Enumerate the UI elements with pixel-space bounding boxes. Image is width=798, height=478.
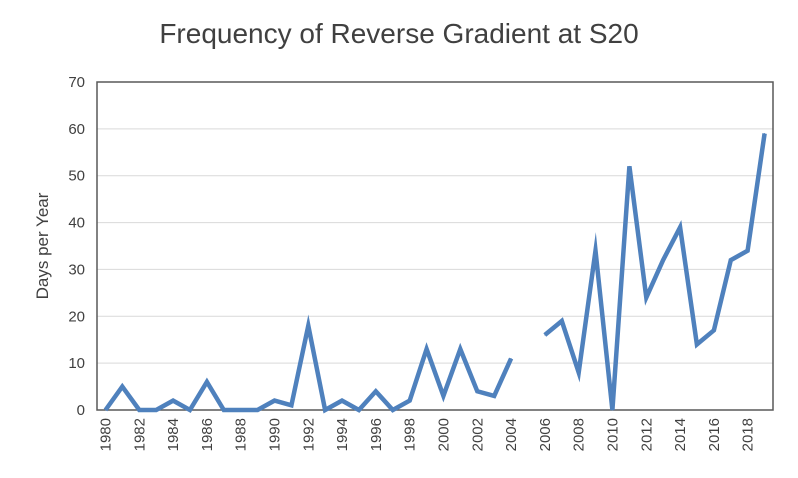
data-point-2013 bbox=[662, 259, 664, 261]
x-tick-label: 2010 bbox=[604, 418, 621, 451]
y-tick-label: 70 bbox=[68, 74, 85, 91]
y-tick-label: 60 bbox=[68, 121, 85, 138]
data-point-1981 bbox=[121, 386, 123, 388]
x-tick-label: 1992 bbox=[300, 418, 317, 451]
data-point-2004 bbox=[510, 357, 512, 359]
x-tick-label: 2018 bbox=[740, 418, 757, 451]
y-tick-label: 30 bbox=[68, 261, 85, 278]
x-tick-label: 2014 bbox=[672, 418, 689, 451]
x-tick-label: 1996 bbox=[368, 418, 385, 451]
x-tick-label: 1986 bbox=[199, 418, 216, 451]
y-axis-title: Days per Year bbox=[33, 192, 52, 299]
x-tick-label: 2004 bbox=[503, 418, 520, 451]
x-tick-label: 2012 bbox=[638, 418, 655, 451]
data-point-2002 bbox=[476, 390, 478, 392]
gridlines bbox=[97, 128, 773, 364]
x-tick-label: 1998 bbox=[402, 418, 419, 451]
x-tick-label: 1994 bbox=[334, 418, 351, 451]
data-point-1980 bbox=[104, 409, 106, 411]
data-point-2010 bbox=[611, 409, 613, 411]
y-tick-label: 50 bbox=[68, 168, 85, 185]
y-tick-label: 20 bbox=[68, 308, 85, 325]
x-tick-label: 1980 bbox=[97, 418, 114, 451]
data-point-1983 bbox=[155, 409, 157, 411]
chart-title: Frequency of Reverse Gradient at S20 bbox=[159, 18, 639, 49]
data-point-2018 bbox=[747, 250, 749, 252]
data-point-2016 bbox=[713, 329, 715, 331]
data-point-2019 bbox=[764, 133, 766, 135]
data-point-1986 bbox=[206, 381, 208, 383]
data-point-1996 bbox=[375, 390, 377, 392]
data-point-1984 bbox=[172, 400, 174, 402]
series-line-segment-2 bbox=[543, 133, 767, 411]
data-point-2008 bbox=[578, 372, 580, 374]
data-point-2014 bbox=[679, 226, 681, 228]
data-point-2003 bbox=[493, 395, 495, 397]
data-point-2001 bbox=[459, 348, 461, 350]
data-point-1994 bbox=[341, 400, 343, 402]
data-point-2015 bbox=[696, 343, 698, 345]
data-point-1993 bbox=[324, 409, 326, 411]
x-tick-label: 2002 bbox=[469, 418, 486, 451]
series-line-segment-1 bbox=[103, 314, 514, 414]
y-tick-label: 0 bbox=[77, 402, 85, 419]
x-tick-label: 1982 bbox=[131, 418, 148, 451]
data-point-2011 bbox=[628, 165, 630, 167]
data-point-1988 bbox=[240, 409, 242, 411]
data-point-1989 bbox=[257, 409, 259, 411]
data-point-1995 bbox=[358, 409, 360, 411]
data-point-2012 bbox=[645, 297, 647, 299]
data-point-2000 bbox=[442, 395, 444, 397]
x-tick-label: 1988 bbox=[233, 418, 250, 451]
x-tick-label: 1984 bbox=[165, 418, 182, 451]
data-point-2017 bbox=[730, 259, 732, 261]
data-point-1992 bbox=[307, 325, 309, 327]
y-tick-label: 40 bbox=[68, 215, 85, 232]
data-point-1997 bbox=[392, 409, 394, 411]
x-tick-label: 2016 bbox=[706, 418, 723, 451]
x-tick-label: 1990 bbox=[266, 418, 283, 451]
y-tick-label: 10 bbox=[68, 355, 85, 372]
data-point-2009 bbox=[595, 250, 597, 252]
data-point-1999 bbox=[426, 348, 428, 350]
data-point-1982 bbox=[138, 409, 140, 411]
data-point-2007 bbox=[561, 320, 563, 322]
x-tick-label: 2000 bbox=[435, 418, 452, 451]
x-tick-label: 2006 bbox=[537, 418, 554, 451]
data-point-1987 bbox=[223, 409, 225, 411]
data-point-1998 bbox=[409, 400, 411, 402]
x-axis-ticks: 1980 1982 1984 1986 1988 1990 1992 1994 1996 1998… bbox=[97, 418, 756, 451]
y-axis-ticks: 0 10 20 30 40 50 60 70 bbox=[68, 74, 85, 419]
data-point-1991 bbox=[290, 404, 292, 406]
data-point-1990 bbox=[273, 400, 275, 402]
data-point-1985 bbox=[189, 409, 191, 411]
series-layer bbox=[103, 133, 767, 414]
plot-area-border bbox=[96, 81, 774, 411]
x-tick-label: 2008 bbox=[571, 418, 588, 451]
data-point-2006 bbox=[544, 334, 546, 336]
